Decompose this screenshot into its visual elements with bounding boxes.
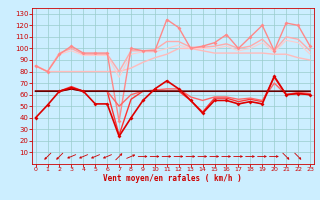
X-axis label: Vent moyen/en rafales ( km/h ): Vent moyen/en rafales ( km/h )	[103, 174, 242, 183]
